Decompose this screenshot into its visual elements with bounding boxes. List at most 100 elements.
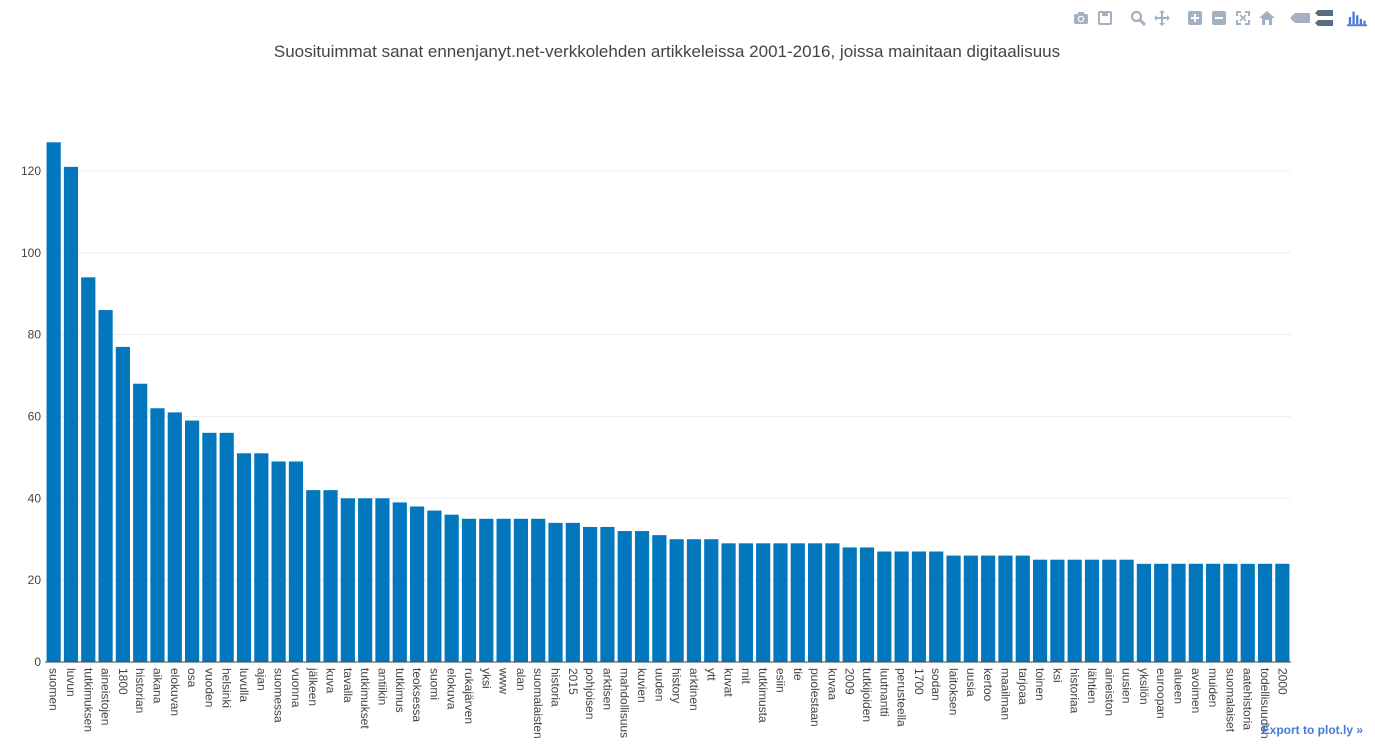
bar[interactable] <box>323 490 338 662</box>
bar[interactable] <box>1240 563 1255 662</box>
bar[interactable] <box>790 543 805 662</box>
bar[interactable] <box>721 543 736 662</box>
bar[interactable] <box>634 531 650 662</box>
bar[interactable] <box>479 518 494 662</box>
x-tick-label: luvun <box>64 668 78 697</box>
bar[interactable] <box>1032 559 1048 662</box>
bar[interactable] <box>929 551 944 662</box>
zoom-icon[interactable] <box>1128 8 1148 28</box>
bar[interactable] <box>254 453 269 662</box>
bar[interactable] <box>1275 563 1290 662</box>
bar[interactable] <box>81 277 96 662</box>
bar[interactable] <box>825 543 840 662</box>
bar[interactable] <box>46 142 61 662</box>
bar[interactable] <box>704 539 719 662</box>
bar[interactable] <box>1015 555 1030 662</box>
zoom-in-icon[interactable] <box>1185 8 1205 28</box>
bars[interactable] <box>46 142 1290 663</box>
bar[interactable] <box>98 310 113 662</box>
x-tick-label: toinen <box>1033 668 1047 701</box>
bar[interactable] <box>392 502 407 662</box>
reset-axes-icon[interactable] <box>1257 8 1277 28</box>
bar[interactable] <box>911 551 927 662</box>
plotly-logo-icon[interactable] <box>1347 8 1367 28</box>
autoscale-icon[interactable] <box>1233 8 1253 28</box>
bar[interactable] <box>548 522 563 662</box>
bar[interactable] <box>1119 559 1134 662</box>
bar[interactable] <box>686 539 702 662</box>
bar[interactable] <box>963 555 978 662</box>
bar[interactable] <box>496 518 511 662</box>
bar[interactable] <box>167 412 182 662</box>
x-tick-label: 2000 <box>1275 668 1289 695</box>
bar[interactable] <box>1257 563 1273 662</box>
bar[interactable] <box>444 514 459 662</box>
bar[interactable] <box>202 432 217 662</box>
bar[interactable] <box>669 539 684 662</box>
bar[interactable] <box>652 535 667 662</box>
bar[interactable] <box>1206 563 1221 662</box>
x-tick-label: tarjoaa <box>1016 668 1030 705</box>
bar[interactable] <box>358 498 373 662</box>
bar[interactable] <box>1188 563 1203 662</box>
bar[interactable] <box>531 518 546 662</box>
bar[interactable] <box>756 543 771 662</box>
bar[interactable] <box>1223 563 1238 662</box>
modebar-group <box>1071 8 1115 28</box>
bar[interactable] <box>219 432 234 662</box>
x-tick-label: arktisen <box>600 668 614 710</box>
bar[interactable] <box>288 461 304 662</box>
y-tick-label: 60 <box>28 409 42 423</box>
x-tick-label: ytt <box>704 668 718 681</box>
bar[interactable] <box>340 498 355 662</box>
bar[interactable] <box>375 498 390 662</box>
bar[interactable] <box>63 166 79 663</box>
zoom-out-icon[interactable] <box>1209 8 1229 28</box>
bar[interactable] <box>600 526 615 662</box>
bar[interactable] <box>461 518 477 662</box>
bar[interactable] <box>617 531 632 662</box>
bar[interactable] <box>981 555 996 662</box>
hover-compare-icon[interactable] <box>1314 8 1334 28</box>
x-tick-label: luutnantti <box>877 668 891 717</box>
bar[interactable] <box>859 547 875 662</box>
x-tick-label: kuvat <box>722 668 736 697</box>
save-icon[interactable] <box>1095 8 1115 28</box>
x-tick-label: suomen <box>47 668 61 711</box>
bar[interactable] <box>877 551 892 662</box>
bar[interactable] <box>133 383 148 662</box>
x-tick-label: vuoden <box>202 668 216 707</box>
bar[interactable] <box>894 551 909 662</box>
bar[interactable] <box>1136 563 1151 662</box>
download-plot-icon[interactable] <box>1071 8 1091 28</box>
bar[interactable] <box>773 543 788 662</box>
bar[interactable] <box>583 526 598 662</box>
bar[interactable] <box>738 543 753 662</box>
export-to-plotly-link[interactable]: Export to plot.ly » <box>1261 723 1363 737</box>
bar[interactable] <box>409 506 425 662</box>
bar[interactable] <box>427 510 442 662</box>
bar[interactable] <box>236 453 252 662</box>
bar[interactable] <box>1084 559 1100 662</box>
bar[interactable] <box>115 346 130 662</box>
bar[interactable] <box>842 547 857 662</box>
bar[interactable] <box>998 555 1013 662</box>
bar[interactable] <box>808 543 823 662</box>
bar[interactable] <box>565 522 580 662</box>
bar[interactable] <box>1067 559 1082 662</box>
bar[interactable] <box>1050 559 1065 662</box>
bar[interactable] <box>513 518 528 662</box>
bar[interactable] <box>1154 563 1169 662</box>
pan-icon[interactable] <box>1152 8 1172 28</box>
bar[interactable] <box>306 490 321 662</box>
x-tick-label: pohjoisen <box>583 668 597 719</box>
bar[interactable] <box>946 555 961 662</box>
bar[interactable] <box>1171 563 1186 662</box>
y-axis-ticks: 0 20 40 60 80 100 120 <box>21 164 41 669</box>
bar[interactable] <box>185 420 200 662</box>
bar[interactable] <box>1102 559 1117 662</box>
bar[interactable] <box>150 408 165 662</box>
bar[interactable] <box>271 461 286 662</box>
hover-closest-icon[interactable] <box>1290 8 1310 28</box>
y-tick-label: 100 <box>21 246 41 260</box>
